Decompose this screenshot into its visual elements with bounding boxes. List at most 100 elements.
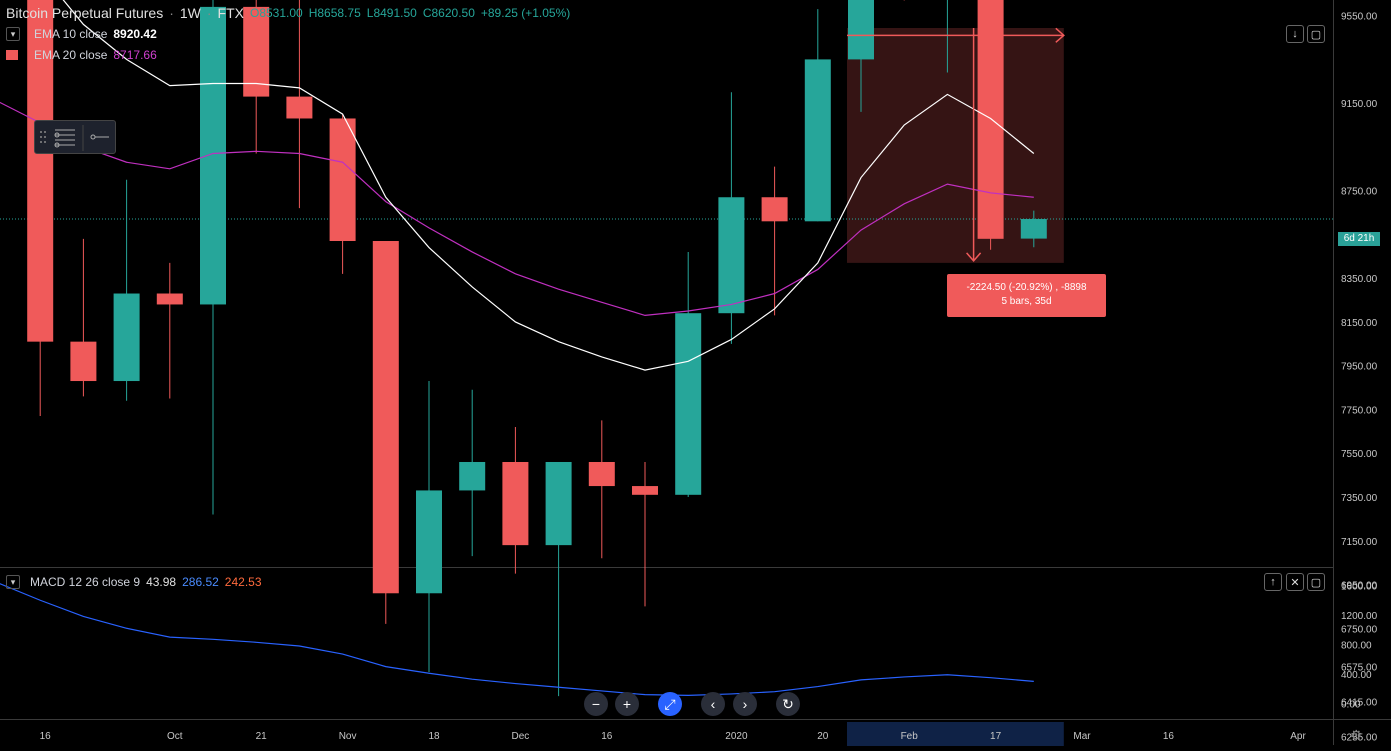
scroll-right-button[interactable]: › (733, 692, 757, 716)
time-tick-label: 16 (40, 731, 52, 742)
countdown-tag: 6d 21h (1338, 232, 1380, 246)
price-tick-label: 7550.00 (1341, 449, 1378, 460)
ohlc-close: C8620.50 (422, 6, 475, 20)
chevron-down-icon[interactable]: ▾ (6, 575, 20, 589)
measure-tooltip: -2224.50 (-20.92%) , -8898 5 bars, 35d (947, 274, 1106, 317)
chevron-down-icon[interactable]: ▾ (6, 27, 20, 41)
measure-bars: 5 bars, 35d (1001, 296, 1052, 307)
macd-signal-value: 286.52 (182, 575, 219, 589)
macd-tick-label: 1200.00 (1341, 611, 1378, 622)
ema20-value: 8717.66 (113, 48, 157, 62)
candle-body (286, 96, 313, 119)
price-tick-label: 8350.00 (1341, 274, 1378, 285)
zoom-in-button[interactable]: + (615, 692, 639, 716)
ohlc-low: L8491.50 (366, 6, 417, 20)
price-tick-label: 7750.00 (1341, 405, 1378, 416)
price-tick-label: 6750.00 (1341, 624, 1378, 635)
time-tick-label: 20 (817, 731, 829, 742)
ema10-legend[interactable]: ▾ EMA 10 close 8920.42 (6, 25, 157, 43)
measure-arrow-head-down (966, 252, 982, 263)
settings-gear-icon[interactable]: ⚙ (1350, 727, 1363, 743)
ema20-label: EMA 20 close (34, 48, 108, 62)
zoom-out-button[interactable]: − (584, 692, 608, 716)
ohlc-high: H8658.75 (308, 6, 361, 20)
price-tick-label: 6575.00 (1341, 663, 1378, 674)
macd-tick-label: 0.00 (1341, 700, 1361, 711)
price-tick-label: 6415.00 (1341, 698, 1378, 709)
macd-legend[interactable]: ▾ MACD 12 26 close 9 43.98 286.52 242.53 (6, 573, 262, 591)
candle-body (675, 313, 702, 495)
candle-body (372, 241, 399, 594)
time-tick-label: 21 (256, 731, 268, 742)
macd-line (0, 583, 1034, 696)
candle-body (502, 461, 529, 546)
ema10-line (62, 0, 1035, 371)
time-tick-label: Apr (1290, 731, 1306, 742)
candle-body (113, 293, 140, 382)
series-color-swatch (6, 50, 18, 60)
time-tick-label: 16 (601, 731, 613, 742)
candle-body (761, 197, 788, 222)
time-tick-label: 2020 (725, 731, 748, 742)
candle-body (459, 461, 486, 491)
ohlc-open: O8531.00 (250, 6, 303, 20)
ohlc-change: +89.25 (+1.05%) (480, 6, 571, 20)
interval: 1W (179, 5, 201, 21)
time-tick-label: 17 (990, 731, 1002, 742)
exchange: FTX (217, 5, 244, 21)
reset-chart-button[interactable]: ↻ (776, 692, 800, 716)
arrow-up-icon[interactable]: ↑ (1264, 573, 1282, 591)
candle-body (70, 341, 97, 382)
macd-label: MACD 12 26 close 9 (30, 575, 141, 589)
toolbar-icons (40, 125, 109, 151)
candle-body (27, 0, 54, 342)
price-tick-label: 8750.00 (1341, 187, 1378, 198)
time-tick-label: Oct (167, 731, 183, 742)
ema10-value: 8920.42 (113, 27, 157, 41)
ema20-legend[interactable]: EMA 20 close 8717.66 (6, 46, 157, 64)
time-range-highlight (847, 722, 1064, 746)
candle-body (977, 0, 1004, 239)
price-tick-label: 7350.00 (1341, 493, 1378, 504)
symbol-header: Bitcoin Perpetual Futures · 1W · FTX O85… (6, 5, 571, 21)
ema20-line (0, 101, 1034, 317)
settings-lines-icon (54, 129, 75, 148)
macd-tick-label: 800.00 (1341, 641, 1372, 652)
ema10-label: EMA 10 close (34, 27, 108, 41)
arrow-down-icon[interactable]: ↓ (1286, 25, 1304, 43)
measure-arrow-head-right (1055, 27, 1065, 43)
drag-handle-icon (40, 131, 46, 143)
close-icon[interactable]: ✕ (1286, 573, 1304, 591)
symbol-name: Bitcoin Perpetual Futures (6, 5, 164, 21)
time-tick-label: Nov (339, 731, 357, 742)
candle-body (545, 461, 572, 546)
scroll-left-button[interactable]: ‹ (701, 692, 725, 716)
macd-tick-label: 400.00 (1341, 670, 1372, 681)
candle-body (416, 490, 442, 594)
candle-body (243, 6, 270, 97)
candle-body (718, 197, 745, 314)
time-tick-label: Mar (1073, 731, 1091, 742)
drawing-toolbar[interactable] (34, 120, 116, 154)
candle-body (848, 0, 874, 60)
maximize-icon[interactable]: ▢ (1307, 25, 1325, 43)
macd-tick-label: 1600.00 (1341, 582, 1378, 593)
candle-body (200, 6, 226, 305)
price-tick-label: 7150.00 (1341, 537, 1378, 548)
time-tick-label: 16 (1163, 731, 1175, 742)
maximize-icon[interactable]: ▢ (1307, 573, 1325, 591)
price-tick-label: 8150.00 (1341, 318, 1378, 329)
time-tick-label: Dec (512, 731, 530, 742)
candle-body (156, 293, 183, 305)
line-style-icon (90, 134, 109, 140)
candle-body (588, 461, 615, 487)
price-tick-label: 9550.00 (1341, 12, 1378, 23)
candle-body (804, 59, 831, 222)
candle-body (632, 486, 658, 495)
price-tick-label: 6950.00 (1341, 581, 1378, 592)
time-tick-label: 18 (428, 731, 440, 742)
candle-body (329, 118, 356, 242)
reset-scale-button[interactable]: ⤢ (658, 692, 682, 716)
macd-hist-value: 242.53 (224, 575, 262, 589)
